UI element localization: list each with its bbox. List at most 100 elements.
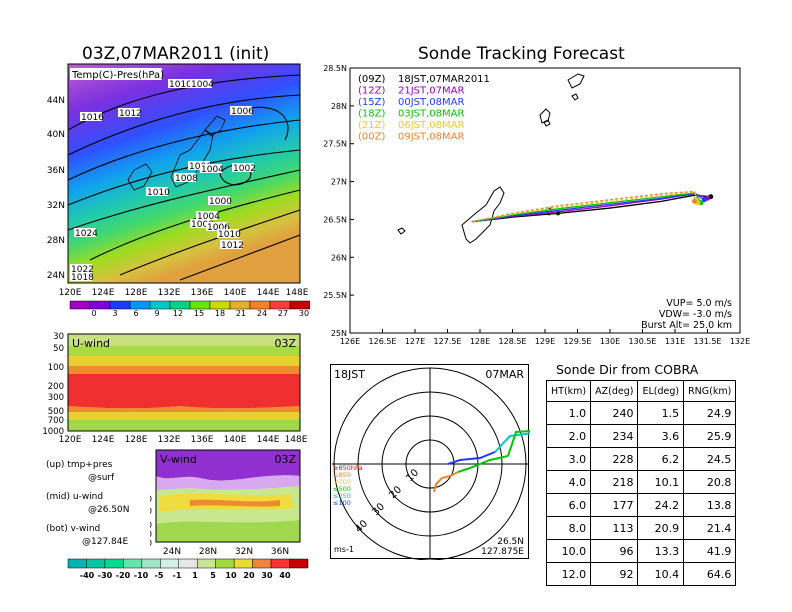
sfc-xtick: 148E <box>286 288 309 298</box>
okinawa-island <box>461 186 505 244</box>
uwind-ytick: 100 <box>48 363 64 373</box>
sfc-label-box <box>70 68 162 80</box>
uwind-ytick: 700 <box>48 416 64 426</box>
temp-cb-tick: 12 <box>173 309 183 318</box>
uwind-ytick: 30 <box>53 332 64 342</box>
note-line: @26.50N <box>88 505 130 515</box>
sfc-xtick: 140E <box>224 288 247 298</box>
hodo-low <box>457 455 509 473</box>
header-ht: HT(km) <box>545 380 592 402</box>
legend-text: 03JST,08MAR <box>398 109 465 120</box>
table-cell: 41.9 <box>683 539 737 563</box>
wind-cb-tick: 5 <box>210 571 216 580</box>
temp-cb-tick: 3 <box>112 309 117 318</box>
table-cell: 234 <box>590 424 639 448</box>
uwind-xaxis: 120E 124E 128E 132E 136E 140E 144E 148E <box>59 435 308 445</box>
isobar-label: 1002 <box>233 164 256 174</box>
vwind-xaxis: 24N 28N 32N 36N <box>163 547 289 557</box>
table-cell: 10.0 <box>545 539 592 563</box>
sfc-xtick: 120E <box>59 288 82 298</box>
note-line: @127.84E <box>82 537 129 547</box>
temp-cb-cell <box>189 300 211 310</box>
uwind-xtick: 124E <box>92 435 115 445</box>
uwind-band-sfc <box>68 420 300 431</box>
track-xtick: 127.5E <box>434 337 462 346</box>
header-az: AZ(deg) <box>590 380 639 402</box>
polar-panel: 10 20 30 40 ≥850hPa ≤850 ≤700 ≤500 ≤250 … <box>330 364 530 560</box>
table-cell: 20.9 <box>637 516 685 540</box>
table-cell: 4.0 <box>545 470 592 494</box>
polar-level-legend: ≥850hPa ≤850 ≤700 ≤500 ≤250 ≤100 <box>333 464 363 507</box>
wind-cb-tick: -1 <box>173 571 182 580</box>
sfc-map-title: 03Z,07MAR2011 (init) <box>82 44 270 64</box>
header-rng: RNG(km) <box>683 380 737 402</box>
table-row: 12.0 92 10.4 64.6 <box>545 562 737 586</box>
uwind-panel: U-wind 03Z 30 50 100 200 300 500 700 100… <box>42 332 308 445</box>
table-cell: 92 <box>590 562 639 586</box>
temp-cb-cell <box>89 300 111 310</box>
vwind-xtick: 36N <box>271 547 289 557</box>
isobar-label: 1010 <box>147 188 170 198</box>
param-vdw: VDW= -3.0 m/s <box>659 309 732 320</box>
track-xtick: 130E <box>600 337 620 346</box>
track-xtick: 128E <box>470 337 490 346</box>
temp-cb-tick: 27 <box>278 309 288 318</box>
sfc-yaxis: 44N 40N 36N 32N 28N 24N <box>47 96 65 281</box>
temp-cb-cell <box>169 300 191 310</box>
vwind-neg-band <box>156 450 300 481</box>
vwind-time: 03Z <box>274 453 296 466</box>
track-xtick: 132E <box>730 337 750 346</box>
wind-cb-tick: 20 <box>243 571 255 580</box>
uwind-xtick: 120E <box>59 435 82 445</box>
table-cell: 25.9 <box>683 424 737 448</box>
islet <box>571 93 579 101</box>
track-title: Sonde Tracking Forecast <box>418 44 625 64</box>
table-cell: 3.6 <box>637 424 685 448</box>
legend-text: 00JST,08MAR <box>398 97 465 108</box>
sfc-ytick: 24N <box>47 271 65 281</box>
track-line <box>471 191 699 223</box>
sfc-label: Temp(C)-Pres(hPa) <box>71 70 164 81</box>
note-line: (bot) v-wind <box>46 524 101 534</box>
wind-cb-tick: -10 <box>134 571 149 580</box>
sonde-table: HT(km) AZ(deg) EL(deg) RNG(km) 1.0 240 1.5… <box>545 380 737 586</box>
table-cell: 228 <box>590 447 639 471</box>
table-cell: 6.2 <box>637 447 685 471</box>
legend-code: (21Z) <box>358 120 385 131</box>
polar-time: 18JST <box>334 368 365 381</box>
table-cell: 13.3 <box>637 539 685 563</box>
temp-cb-tick: 24 <box>257 309 267 318</box>
table-cell: 24.2 <box>637 493 685 517</box>
temp-cb-cell <box>269 300 291 310</box>
polar-rings <box>332 367 528 560</box>
table-cell: 2.0 <box>545 424 592 448</box>
level-legend-item: ≤500 <box>333 485 351 493</box>
uwind-xtick: 136E <box>191 435 214 445</box>
uwind-xtick: 140E <box>224 435 247 445</box>
table-cell: 64.6 <box>683 562 737 586</box>
hodo-top <box>507 430 530 457</box>
track-ytick: 26.5N <box>323 215 347 224</box>
wind-cb-tick: -40 <box>80 571 95 580</box>
sfc-ytick: 44N <box>47 96 65 106</box>
vwind-frame <box>155 449 301 543</box>
vwind-xtick: 32N <box>235 547 253 557</box>
track-xtick: 128.5E <box>499 337 527 346</box>
track-line <box>471 190 696 223</box>
table-cell: 3.0 <box>545 447 592 471</box>
isobar-label: 1010 <box>218 230 241 240</box>
sfc-xtick: 144E <box>257 288 280 298</box>
sfc-xtick: 128E <box>125 288 148 298</box>
note-line: (mid) u-wind <box>46 492 104 502</box>
track-legend: (09Z) 18JST,07MAR2011 (12Z) 21JST,07MAR (15Z… <box>358 74 490 143</box>
level-legend-item: ≤250 <box>333 492 351 500</box>
table-row: 1.0 240 1.5 24.9 <box>545 401 737 425</box>
wind-cb-tick: 30 <box>261 571 273 580</box>
wind-cb-cell <box>178 558 198 569</box>
legend-code: (09Z) <box>358 74 385 85</box>
temp-cb-cell <box>129 300 151 310</box>
table-row: 2.0 234 3.6 25.9 <box>545 424 737 448</box>
header-el: EL(deg) <box>637 380 685 402</box>
note-line: (up) tmp+pres <box>46 460 113 470</box>
wind-cb-tick: 10 <box>225 571 237 580</box>
